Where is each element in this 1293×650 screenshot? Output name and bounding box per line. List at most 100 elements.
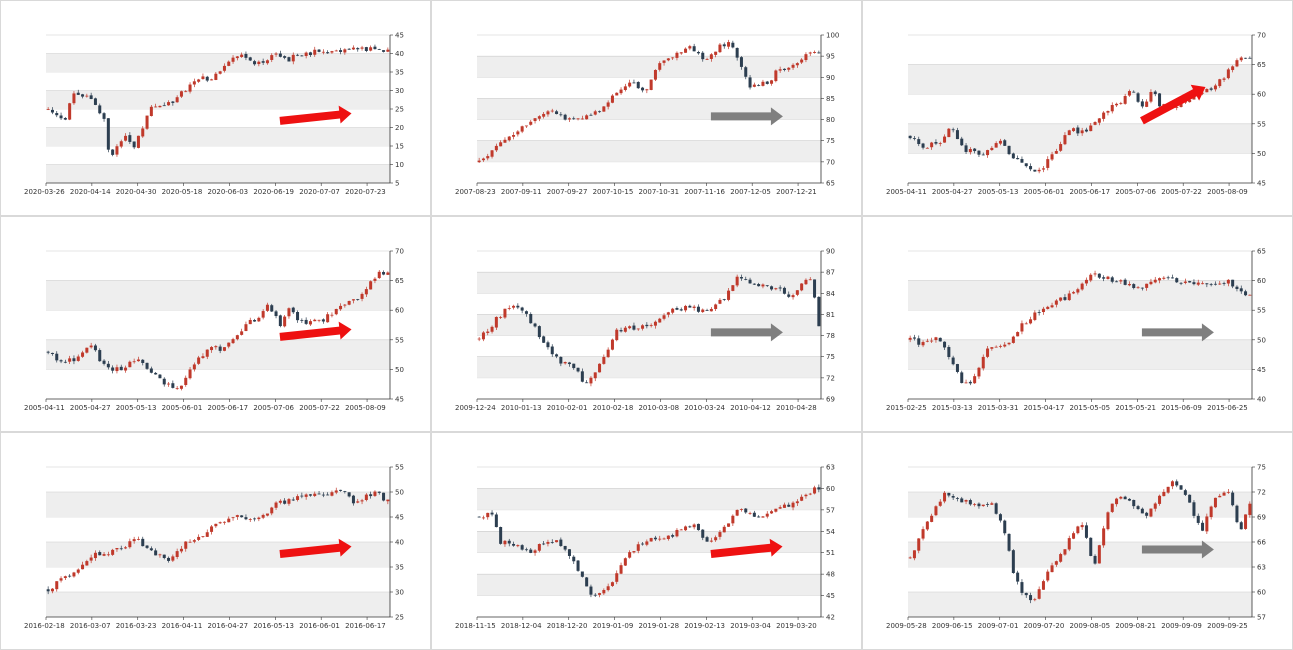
candle-body: [55, 353, 59, 361]
candle-body: [696, 52, 700, 54]
candle-body: [973, 376, 977, 384]
candle-body: [520, 307, 524, 311]
candle-body: [973, 504, 977, 506]
candle-body: [524, 125, 528, 127]
candle-body: [585, 577, 589, 587]
candle-body: [162, 554, 166, 558]
candle-body: [334, 308, 338, 315]
candlestick-chart: 25 30 35 40 45 50 55 2016-02-18 2016-03-07 2016-0…: [24, 464, 404, 631]
candle-body: [1020, 323, 1024, 332]
grid-band: [477, 272, 821, 294]
candle-body: [567, 362, 571, 365]
candle-body: [804, 494, 808, 497]
candle-body: [369, 47, 373, 51]
y-tick-label: 42: [826, 614, 835, 622]
y-tick-label: 72: [1257, 489, 1266, 497]
candle-body: [653, 69, 657, 80]
candle-body: [537, 544, 541, 551]
candle-body: [192, 364, 196, 370]
candle-body: [1239, 57, 1243, 61]
candle-body: [477, 160, 481, 163]
candle-body: [1003, 344, 1007, 347]
candle-body: [1226, 491, 1230, 493]
candle-body: [748, 279, 752, 284]
candle-body: [300, 495, 304, 497]
candle-body: [1183, 281, 1187, 283]
candle-body: [791, 64, 795, 68]
candle-body: [701, 309, 705, 313]
candle-body: [598, 593, 602, 595]
candle-body: [1011, 153, 1015, 159]
candle-body: [115, 367, 119, 372]
candle-body: [377, 271, 381, 279]
candle-body: [813, 51, 817, 53]
up-arrow: [279, 105, 352, 125]
candle-body: [300, 320, 304, 321]
candle-body: [662, 60, 666, 63]
candle-body: [1192, 96, 1196, 100]
candle-body: [308, 52, 312, 56]
flat-arrow: [1141, 323, 1214, 342]
candle-body: [921, 529, 925, 539]
candle-body: [154, 106, 158, 108]
candle-body: [1041, 308, 1045, 313]
up-arrow: [1140, 84, 1206, 125]
candle-body: [765, 513, 769, 517]
candle-body: [804, 279, 808, 285]
candle-body: [369, 281, 373, 290]
candle-body: [709, 540, 713, 542]
candle-body: [158, 554, 162, 556]
candle-body: [653, 537, 657, 540]
grid-band: [908, 592, 1252, 617]
candle-body: [253, 61, 257, 65]
candle-body: [1080, 130, 1084, 134]
candle-body: [615, 329, 619, 341]
candle-body: [1231, 66, 1235, 71]
candle-body: [994, 143, 998, 148]
candle-body: [93, 345, 97, 351]
candle-body: [486, 156, 490, 159]
grid-band: [908, 123, 1252, 154]
candle-body: [1007, 145, 1011, 155]
candle-body: [1089, 125, 1093, 132]
candle-body: [610, 95, 614, 103]
y-tick-label: 80: [826, 116, 835, 124]
candle-body: [912, 138, 916, 139]
candle-body: [1235, 60, 1239, 67]
x-tick-label: 2018-11-15: [455, 622, 496, 630]
candle-body: [98, 350, 102, 362]
candle-body: [210, 347, 214, 351]
candle-body: [951, 129, 955, 131]
candle-body: [1084, 129, 1088, 132]
candle-body: [968, 381, 972, 384]
candlestick-chart: 40 45 50 55 60 65 2015-02-25 2015-03-13 2015-03-…: [886, 248, 1266, 413]
candle-body: [93, 552, 97, 559]
candle-body: [201, 76, 205, 80]
candle-body: [727, 523, 731, 527]
x-tick-label: 2016-03-23: [116, 622, 157, 630]
candle-body: [1106, 276, 1110, 280]
candle-body: [731, 515, 735, 524]
candle-body: [188, 369, 192, 379]
candle-body: [124, 547, 128, 549]
candle-body: [81, 564, 85, 570]
candle-body: [986, 348, 990, 357]
candle-body: [524, 549, 528, 551]
candle-body: [589, 114, 593, 116]
candle-body: [499, 142, 503, 147]
x-tick-label: 2015-05-05: [1069, 404, 1110, 412]
candle-body: [364, 289, 368, 295]
candle-body: [986, 150, 990, 156]
candle-body: [692, 524, 696, 528]
candlestick-chart: 5 10 15 20 25 30 35 40 45 2020-03-26 2020-04-14 202…: [24, 32, 404, 197]
candle-body: [210, 79, 214, 81]
candle-body: [731, 42, 735, 48]
y-tick-label: 48: [826, 571, 835, 579]
candle-body: [197, 357, 201, 364]
candle-body: [343, 304, 347, 306]
candle-body: [628, 326, 632, 329]
candle-body: [72, 572, 76, 577]
candle-body: [533, 323, 537, 327]
candle-body: [218, 71, 222, 74]
candle-body: [1140, 508, 1144, 514]
